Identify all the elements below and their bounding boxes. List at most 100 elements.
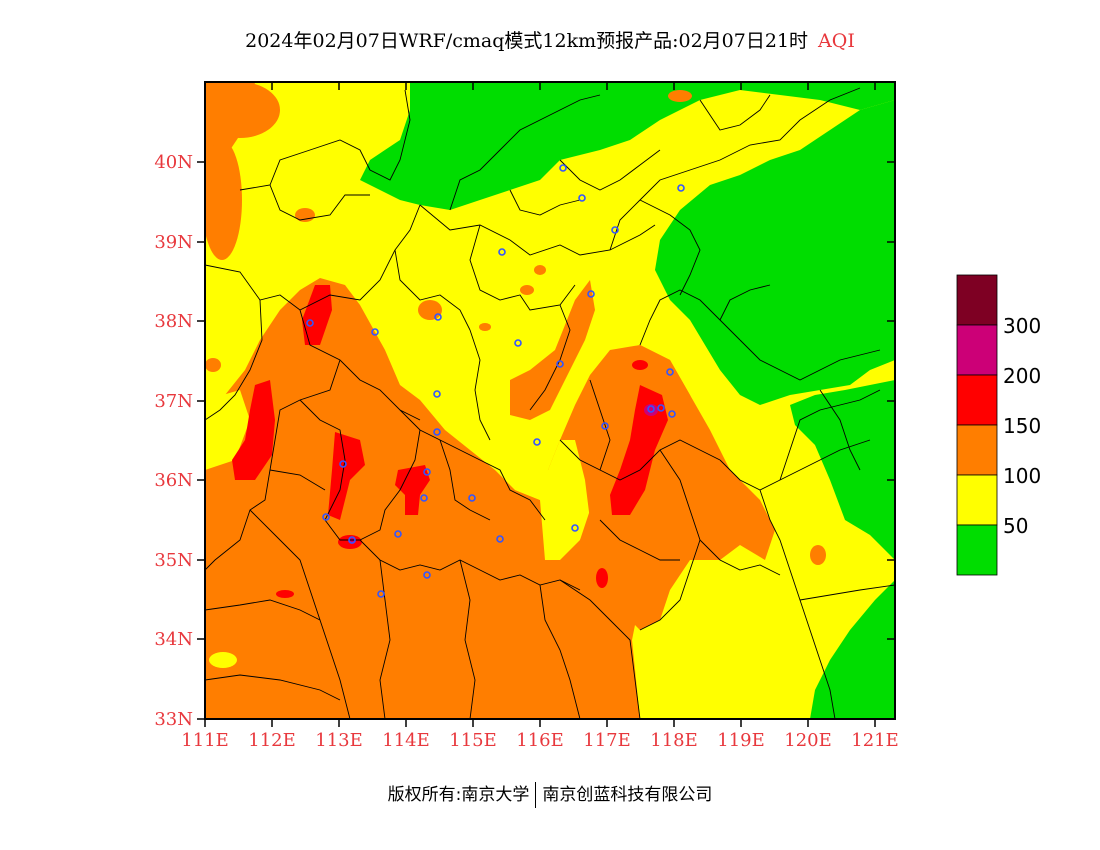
- legend-swatch-good: [956, 524, 998, 576]
- field-red-east: [610, 385, 668, 515]
- legend-label-100: 100: [1003, 464, 1041, 488]
- field-orange-island-7: [668, 90, 692, 102]
- station-marker: [666, 368, 674, 376]
- lon-label-117e: 117E: [583, 730, 631, 751]
- lon-label-118e: 118E: [650, 730, 698, 751]
- station-marker: [371, 328, 379, 336]
- lat-label-38n: 38N: [154, 311, 193, 332]
- boundaries: [205, 87, 895, 719]
- station-marker: [339, 460, 347, 468]
- lon-label-119e: 119E: [717, 730, 765, 751]
- station-marker: [423, 571, 431, 579]
- station-marker: [306, 319, 314, 327]
- field-red-west-2: [302, 285, 332, 345]
- station-marker: [647, 405, 655, 413]
- field-green-southeast: [810, 580, 895, 719]
- field-orange-island-8: [205, 358, 221, 372]
- field-orange-island-3: [520, 285, 534, 295]
- footer-copyright: 版权所有:南京大学: [387, 785, 530, 805]
- station-marker: [611, 226, 619, 234]
- legend-label-50: 50: [1003, 514, 1028, 538]
- lat-label-34n: 34N: [154, 629, 193, 650]
- legend-swatch-hazardous: [956, 274, 998, 326]
- lon-label-112e: 112E: [248, 730, 296, 751]
- legend-swatch-moderate: [956, 474, 998, 526]
- station-marker: [533, 438, 541, 446]
- field-orange-shandong: [580, 345, 775, 630]
- station-marker: [433, 428, 441, 436]
- lon-label-115e: 115E: [449, 730, 497, 751]
- station-marker: [423, 468, 431, 476]
- lon-label-120e: 120E: [784, 730, 832, 751]
- lat-ticks: [197, 161, 895, 720]
- station-marker: [377, 590, 385, 598]
- field-orange-island-6: [810, 545, 826, 565]
- field-orange-island-1: [295, 208, 315, 222]
- lon-labels: 111E 112E 113E 114E 115E 116E 117E 118E …: [181, 730, 899, 751]
- legend-label-150: 150: [1003, 414, 1041, 438]
- footer-company: 南京创蓝科技有限公司: [542, 785, 713, 805]
- field-green-north: [360, 82, 895, 210]
- station-markers: [306, 164, 685, 598]
- map-fields: [205, 82, 895, 719]
- station-marker: [556, 360, 564, 368]
- station-marker: [587, 290, 595, 298]
- legend-label-200: 200: [1003, 364, 1041, 388]
- field-red-south-2: [596, 568, 608, 588]
- field-red-central: [395, 465, 430, 515]
- station-marker: [657, 404, 665, 412]
- lon-label-113e: 113E: [315, 730, 363, 751]
- field-red-east-2: [632, 360, 648, 370]
- station-marker: [468, 494, 476, 502]
- station-marker: [514, 339, 522, 347]
- field-orange-west-patch: [205, 140, 242, 260]
- station-marker: [496, 535, 504, 543]
- field-orange-island-2: [534, 265, 546, 275]
- field-green-island-1: [367, 174, 383, 186]
- lat-labels: 40N 39N 38N 37N 36N 35N 34N 33N: [154, 152, 193, 730]
- legend-swatch-unhealthy: [956, 374, 998, 426]
- lon-label-116e: 116E: [516, 730, 564, 751]
- lat-label-35n: 35N: [154, 550, 193, 571]
- field-green-shandong: [790, 380, 895, 560]
- field-red-west-1: [232, 380, 275, 480]
- footer-separator: [535, 782, 537, 808]
- station-marker: [394, 530, 402, 538]
- lon-label-121e: 121E: [851, 730, 899, 751]
- field-orange-nw: [205, 82, 280, 138]
- field-green-east: [655, 100, 895, 405]
- field-yellow-island-1: [209, 652, 237, 668]
- lat-label-36n: 36N: [154, 470, 193, 491]
- field-yellow-channel: [515, 440, 590, 560]
- aqi-legend: 300 200 150 100 50: [956, 274, 1041, 576]
- station-marker: [677, 184, 685, 192]
- footer-credits: 版权所有:南京大学 南京创蓝科技有限公司: [0, 780, 1100, 808]
- lon-label-114e: 114E: [382, 730, 430, 751]
- legend-swatch-usg: [956, 424, 998, 476]
- station-marker: [348, 536, 356, 544]
- lat-label-40n: 40N: [154, 152, 193, 173]
- legend-swatch-very-unhealthy: [956, 324, 998, 376]
- station-marker: [498, 248, 506, 256]
- lon-ticks: [204, 82, 876, 727]
- station-marker: [420, 494, 428, 502]
- lon-label-111e: 111E: [181, 730, 229, 751]
- map-title: 2024年02月07日WRF/cmaq模式12km预报产品:02月07日21时 A…: [0, 26, 1100, 53]
- station-marker: [434, 313, 442, 321]
- field-red-west-3: [328, 432, 365, 520]
- station-marker: [601, 422, 609, 430]
- field-purple-hotspot: [644, 404, 658, 416]
- lat-label-33n: 33N: [154, 709, 193, 730]
- station-marker: [578, 194, 586, 202]
- field-orange-island-5: [418, 300, 442, 320]
- field-orange-island-4: [479, 323, 491, 331]
- lat-label-39n: 39N: [154, 232, 193, 253]
- field-red-south-3: [276, 590, 294, 598]
- title-variable: AQI: [818, 30, 855, 52]
- field-orange-streak: [510, 280, 595, 420]
- station-marker: [433, 390, 441, 398]
- station-marker: [571, 524, 579, 532]
- title-main: 2024年02月07日WRF/cmaq模式12km预报产品:02月07日21时: [245, 30, 809, 52]
- legend-label-300: 300: [1003, 314, 1041, 338]
